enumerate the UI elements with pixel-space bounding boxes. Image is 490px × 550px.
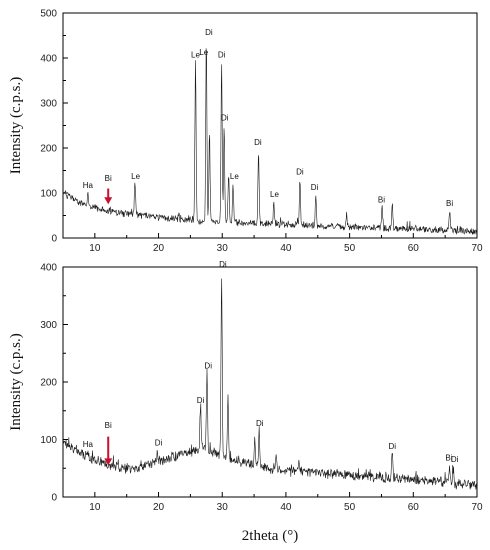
- peak-label: Di: [256, 419, 264, 428]
- y-tick-label: 0: [51, 493, 57, 504]
- diffraction-pattern-top: [62, 48, 477, 235]
- peak-label: Di: [204, 362, 212, 371]
- x-tick-label: 30: [217, 243, 229, 254]
- x-tick-label: 10: [89, 243, 101, 254]
- peak-label: Le: [131, 172, 140, 181]
- marker-arrow-head: [104, 197, 113, 205]
- peak-label: Di: [219, 260, 227, 269]
- peak-label: Bi: [378, 196, 385, 205]
- diffraction-pattern-bottom: [62, 278, 477, 490]
- peak-label: Di: [389, 442, 397, 451]
- peak-label: Bi: [105, 421, 112, 430]
- x-tick-label: 40: [280, 243, 292, 254]
- axis-ticks-bottom: 10 20 30 40 50 60 70 0 100 200 300 400: [40, 263, 483, 514]
- y-tick-label: 400: [40, 54, 57, 65]
- y-tick-label: 100: [40, 189, 57, 200]
- peak-label: Le: [199, 48, 208, 57]
- y-tick-label: 0: [51, 234, 57, 245]
- x-tick-label: 50: [344, 243, 356, 254]
- peak-label: Le: [230, 172, 239, 181]
- peak-label: Bi: [445, 454, 452, 463]
- y-axis-label-top: Intensity (c.p.s.): [8, 77, 24, 174]
- peak-label: Di: [254, 138, 262, 147]
- marker-arrow-head: [104, 458, 113, 466]
- x-tick-label: 50: [344, 502, 356, 513]
- y-tick-label: 200: [40, 378, 57, 389]
- plot-frame-bottom: [62, 266, 478, 498]
- x-tick-label: 40: [280, 502, 292, 513]
- peak-label: Di: [451, 455, 459, 464]
- x-tick-label: 20: [153, 502, 165, 513]
- y-tick-label: 400: [40, 263, 57, 274]
- y-axis-label-bottom: Intensity (c.p.s.): [8, 333, 24, 430]
- peak-label: Di: [218, 50, 226, 59]
- y-tick-label: 100: [40, 435, 57, 446]
- x-tick-label: 60: [408, 243, 420, 254]
- peak-label: Di: [155, 439, 163, 448]
- peak-label: Bi: [105, 174, 112, 183]
- peak-label: Le: [270, 190, 279, 199]
- y-tick-label: 300: [40, 320, 57, 331]
- x-tick-label: 60: [408, 502, 420, 513]
- y-tick-label: 200: [40, 144, 57, 155]
- x-tick-label: 70: [471, 243, 483, 254]
- peak-label: Di: [311, 183, 319, 192]
- peak-label: Ha: [83, 440, 94, 449]
- peak-label: Di: [205, 28, 213, 37]
- peak-label: Di: [197, 396, 205, 405]
- peak-label: Ha: [83, 181, 94, 190]
- x-tick-label: 20: [153, 243, 165, 254]
- x-tick-label: 10: [89, 502, 101, 513]
- peak-label: Di: [296, 167, 304, 176]
- y-tick-label: 500: [40, 9, 57, 20]
- peak-label: Di: [221, 113, 229, 122]
- peak-label: Le: [191, 50, 200, 59]
- plot-frame-top: [62, 12, 478, 239]
- x-tick-label: 30: [217, 502, 229, 513]
- x-tick-label: 70: [471, 502, 483, 513]
- peak-label: Bi: [446, 199, 453, 208]
- y-tick-label: 300: [40, 99, 57, 110]
- x-axis-label: 2theta (°): [242, 528, 298, 544]
- axis-ticks-top: 10 20 30 40 50 60 70 0 100 200 300 400 500: [40, 9, 483, 255]
